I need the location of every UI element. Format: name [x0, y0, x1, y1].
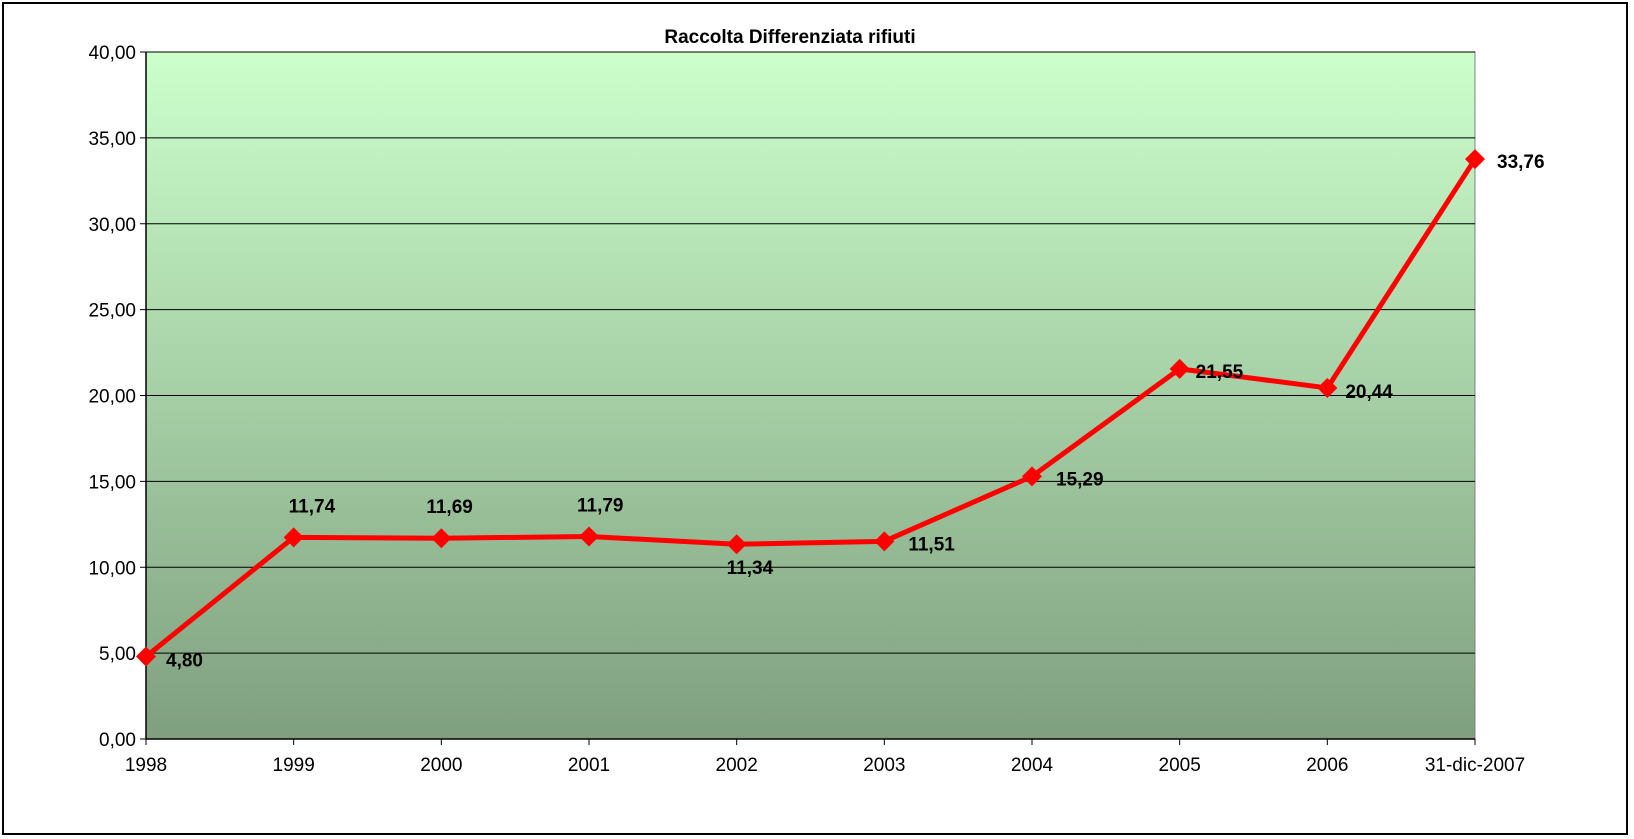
x-tick-label: 2005 — [1159, 755, 1201, 776]
x-tick-label: 2003 — [863, 755, 905, 776]
data-point-marker — [726, 534, 747, 555]
data-label: 15,29 — [1056, 469, 1104, 490]
data-point-marker — [283, 527, 304, 548]
y-tick-label: 20,00 — [88, 387, 136, 408]
y-tick-label: 30,00 — [88, 215, 136, 236]
data-label: 11,51 — [908, 534, 955, 555]
x-tick-label: 1998 — [125, 755, 167, 776]
y-tick-label: 25,00 — [88, 301, 136, 322]
chart-title: Raccolta Differenziata rifiuti — [664, 27, 915, 48]
x-tick-label: 31-dic-2007 — [1425, 755, 1525, 776]
data-labels: 4,80 11,74 11,69 11,79 11,34 11,51 15,29 21,55 2… — [166, 152, 1545, 671]
x-axis: 1998 1999 2000 2001 2002 2003 2004 2005 2006 31-d… — [125, 738, 1525, 776]
data-label: 11,34 — [727, 558, 774, 579]
data-point-marker — [1022, 466, 1042, 487]
y-tick-label: 0,00 — [99, 730, 136, 751]
data-point-marker — [579, 526, 599, 547]
data-point-marker — [431, 528, 452, 549]
data-label: 33,76 — [1497, 152, 1545, 173]
x-tick-label: 1999 — [273, 755, 315, 776]
data-point-marker — [874, 531, 895, 552]
x-tick-label: 2006 — [1306, 755, 1348, 776]
y-tick-label: 15,00 — [88, 472, 136, 493]
data-label: 21,55 — [1196, 362, 1244, 383]
x-tick-label: 2001 — [568, 755, 610, 776]
y-tick-label: 10,00 — [88, 558, 136, 579]
data-label: 20,44 — [1345, 382, 1393, 403]
gridlines — [146, 51, 1475, 654]
data-label: 4,80 — [166, 651, 203, 672]
data-label: 11,74 — [289, 496, 336, 517]
x-tick-label: 2004 — [1011, 755, 1054, 776]
series-line — [136, 149, 1485, 667]
data-point-marker — [1465, 149, 1485, 170]
y-tick-label: 35,00 — [88, 129, 136, 150]
x-tick-label: 2000 — [420, 755, 462, 776]
data-point-marker — [1317, 377, 1338, 398]
data-label: 11,69 — [426, 497, 473, 518]
y-axis: 0,00 5,00 10,00 15,00 20,00 25,00 30,00 35,00 40… — [88, 43, 147, 751]
series-path — [144, 157, 1478, 659]
y-tick-label: 40,00 — [88, 43, 136, 64]
data-point-marker — [136, 646, 156, 667]
x-tick-label: 2002 — [716, 755, 758, 776]
data-point-marker — [1169, 358, 1190, 379]
y-tick-label: 5,00 — [99, 644, 136, 665]
data-label: 11,79 — [577, 496, 624, 517]
